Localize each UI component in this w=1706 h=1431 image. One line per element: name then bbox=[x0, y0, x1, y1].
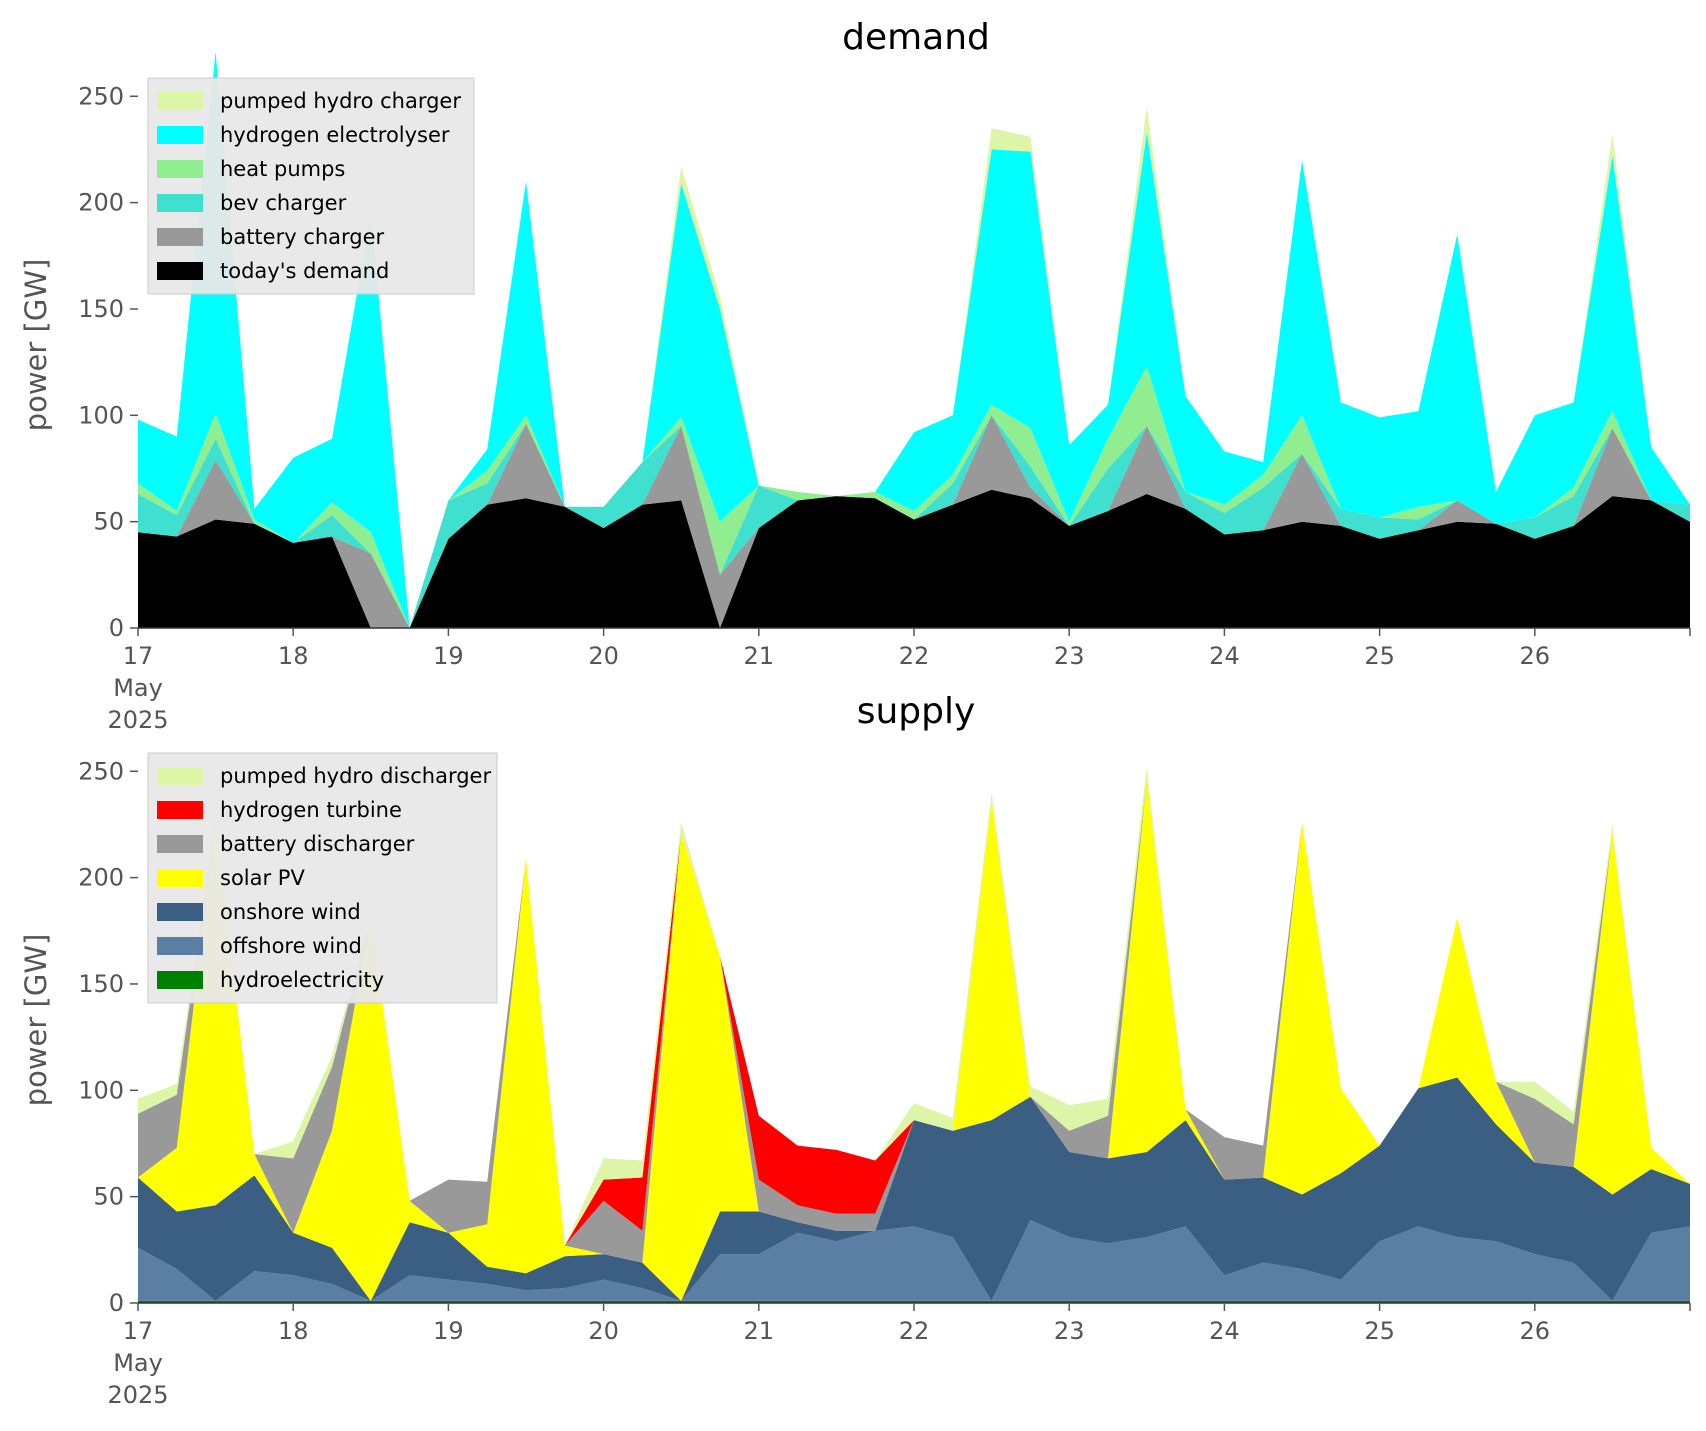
legend-swatch-battery-discharger bbox=[157, 835, 203, 853]
x-tick-label: 20 bbox=[588, 642, 619, 670]
legend-swatch-pumped-hydro-discharger bbox=[157, 767, 203, 785]
legend-box bbox=[147, 77, 475, 295]
demand-panel: demand power [GW] 0 50 100 150 200 250 17 May 20… bbox=[19, 17, 1691, 734]
y-tick-label: 100 bbox=[78, 1076, 124, 1104]
demand-title: demand bbox=[842, 17, 990, 58]
legend-swatch-hydroelectricity bbox=[157, 971, 203, 989]
x-tick-label: 18 bbox=[278, 1317, 309, 1345]
legend-label-offshore-wind: offshore wind bbox=[220, 934, 362, 958]
legend-label-heat-pumps: heat pumps bbox=[220, 157, 345, 181]
y-tick-label: 200 bbox=[78, 189, 124, 217]
legend-label-hydroelectricity: hydroelectricity bbox=[220, 968, 384, 992]
x-tick-label: 20 bbox=[588, 1317, 619, 1345]
legend-label-pumped-hydro-charger: pumped hydro charger bbox=[220, 89, 461, 113]
x-tick-sublabel: 2025 bbox=[107, 706, 168, 734]
y-tick-label: 250 bbox=[78, 757, 124, 785]
legend-swatch-hydrogen-turbine bbox=[157, 801, 203, 819]
legend-label-battery-charger: battery charger bbox=[220, 225, 385, 249]
demand-axes: 0 50 100 150 200 250 17 May 2025 18 19 20 21 22 23 24 25… bbox=[78, 82, 1691, 734]
legend-label-onshore-wind: onshore wind bbox=[220, 900, 361, 924]
y-tick-label: 150 bbox=[78, 970, 124, 998]
x-tick-sublabel: 2025 bbox=[107, 1381, 168, 1409]
legend-label-today-s-demand: today's demand bbox=[220, 259, 389, 283]
legend-swatch-onshore-wind bbox=[157, 903, 203, 921]
legend-swatch-solar-pv bbox=[157, 869, 203, 887]
legend-swatch-battery-charger bbox=[157, 228, 203, 246]
legend-swatch-pumped-hydro-charger bbox=[157, 92, 203, 110]
x-tick-label: 25 bbox=[1364, 642, 1395, 670]
x-tick-label: 17 bbox=[123, 642, 154, 670]
legend-swatch-heat-pumps bbox=[157, 160, 203, 178]
supply-areas bbox=[138, 767, 1690, 1303]
y-tick-label: 200 bbox=[78, 864, 124, 892]
legend-label-battery-discharger: battery discharger bbox=[220, 832, 415, 856]
y-tick-label: 50 bbox=[93, 508, 124, 536]
legend-swatch-hydrogen-electrolyser bbox=[157, 126, 203, 144]
legend-box bbox=[147, 752, 498, 1004]
x-tick-label: 24 bbox=[1209, 1317, 1240, 1345]
demand-legend: pumped hydro charger hydrogen electrolyse… bbox=[147, 77, 475, 295]
area-battery-charger bbox=[138, 415, 1690, 628]
x-tick-label: 23 bbox=[1054, 1317, 1085, 1345]
x-tick-label: 18 bbox=[278, 642, 309, 670]
x-tick-label: 26 bbox=[1520, 1317, 1551, 1345]
supply-panel: supply power [GW] 0 50 100 150 200 250 17 May 20… bbox=[19, 691, 1691, 1409]
supply-title: supply bbox=[857, 691, 976, 732]
area-hydrogen-electrolyser bbox=[138, 51, 1690, 629]
legend-label-hydrogen-electrolyser: hydrogen electrolyser bbox=[220, 123, 450, 147]
x-tick-label: 23 bbox=[1054, 642, 1085, 670]
y-tick-label: 100 bbox=[78, 401, 124, 429]
legend-swatch-bev-charger bbox=[157, 194, 203, 212]
demand-y-axis-label: power [GW] bbox=[19, 259, 53, 432]
legend-label-hydrogen-turbine: hydrogen turbine bbox=[220, 798, 402, 822]
x-tick-label: 26 bbox=[1520, 642, 1551, 670]
x-tick-label: 21 bbox=[744, 642, 775, 670]
area-today-s-demand bbox=[138, 489, 1690, 628]
y-tick-label: 0 bbox=[109, 1289, 124, 1317]
area-bev-charger bbox=[138, 415, 1690, 628]
x-tick-label: 22 bbox=[899, 1317, 930, 1345]
area-onshore-wind bbox=[138, 1077, 1690, 1301]
supply-y-axis-label: power [GW] bbox=[19, 934, 53, 1107]
legend-swatch-today-s-demand bbox=[157, 262, 203, 280]
x-tick-label: 17 bbox=[123, 1317, 154, 1345]
legend-label-pumped-hydro-discharger: pumped hydro discharger bbox=[220, 764, 491, 788]
y-tick-label: 150 bbox=[78, 295, 124, 323]
supply-axes: 0 50 100 150 200 250 17 May 2025 18 19 20 21 22 23 24 25… bbox=[78, 757, 1691, 1409]
legend-label-bev-charger: bev charger bbox=[220, 191, 347, 215]
x-tick-sublabel: May bbox=[113, 674, 163, 702]
x-tick-label: 25 bbox=[1364, 1317, 1395, 1345]
x-tick-label: 21 bbox=[744, 1317, 775, 1345]
area-offshore-wind bbox=[138, 1220, 1690, 1301]
area-battery-discharger bbox=[138, 779, 1690, 1263]
y-tick-label: 50 bbox=[93, 1183, 124, 1211]
x-tick-label: 24 bbox=[1209, 642, 1240, 670]
x-tick-label: 19 bbox=[433, 642, 464, 670]
x-tick-sublabel: May bbox=[113, 1349, 163, 1377]
x-tick-label: 22 bbox=[899, 642, 930, 670]
area-heat-pumps bbox=[138, 366, 1690, 628]
legend-swatch-offshore-wind bbox=[157, 937, 203, 955]
demand-areas bbox=[138, 51, 1690, 629]
legend-label-solar-pv: solar PV bbox=[220, 866, 305, 890]
supply-legend: pumped hydro discharger hydrogen turbine b… bbox=[147, 752, 498, 1004]
y-tick-label: 250 bbox=[78, 82, 124, 110]
area-solar-pv bbox=[138, 779, 1690, 1301]
y-tick-label: 0 bbox=[109, 614, 124, 642]
x-tick-label: 19 bbox=[433, 1317, 464, 1345]
